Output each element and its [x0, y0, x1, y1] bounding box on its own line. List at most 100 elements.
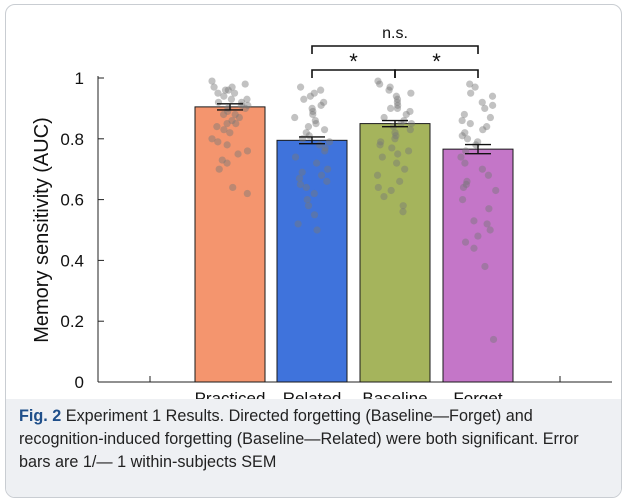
data-point: [393, 159, 401, 167]
caption-background: [6, 399, 621, 497]
data-point: [312, 120, 320, 128]
data-point: [380, 113, 388, 122]
data-point: [483, 220, 491, 228]
data-point: [303, 196, 311, 204]
data-point: [310, 211, 319, 219]
data-point: [244, 101, 252, 109]
data-point: [393, 98, 401, 106]
data-point: [481, 262, 489, 271]
data-point: [467, 89, 475, 97]
bar-related: [276, 139, 348, 383]
data-point: [298, 168, 306, 176]
data-point: [459, 183, 468, 192]
data-point: [470, 244, 478, 252]
data-point: [466, 120, 474, 128]
data-point: [407, 89, 415, 97]
data-point: [393, 95, 402, 103]
data-point: [304, 123, 313, 131]
data-point: [385, 86, 393, 94]
data-point: [310, 189, 318, 198]
data-point: [458, 116, 466, 125]
x-tick-label: Forget: [453, 389, 502, 400]
data-point: [458, 132, 466, 140]
data-point: [302, 129, 310, 137]
data-point: [492, 186, 500, 195]
data-point: [317, 171, 326, 179]
significance-label: *: [432, 49, 441, 74]
data-point: [309, 107, 317, 116]
data-point: [229, 183, 237, 192]
data-point: [291, 153, 300, 161]
data-point: [208, 135, 216, 143]
data-point: [374, 183, 382, 192]
data-point: [463, 135, 472, 143]
data-point: [481, 104, 489, 112]
data-point: [311, 116, 319, 125]
data-point: [394, 101, 402, 109]
data-point: [458, 196, 467, 204]
data-point: [478, 165, 486, 173]
data-point: [462, 147, 470, 155]
data-point: [310, 89, 318, 97]
data-point: [489, 335, 498, 344]
x-tick-label: Related: [283, 389, 342, 400]
data-point: [474, 138, 482, 146]
data-point: [294, 220, 302, 228]
data-point: [483, 123, 491, 131]
data-point: [223, 159, 231, 167]
y-tick-label: 1: [75, 69, 84, 88]
data-point: [320, 98, 328, 106]
data-point: [391, 129, 399, 137]
data-point: [313, 159, 321, 167]
bar-practiced: [194, 106, 266, 383]
data-point: [235, 113, 243, 122]
data-point: [241, 104, 249, 112]
data-point: [406, 126, 414, 134]
data-point: [220, 126, 228, 134]
figure-caption: Fig. 2 Experiment 1 Results. Directed fo…: [19, 405, 614, 474]
data-point: [221, 86, 230, 94]
y-tick-label: 0.6: [60, 191, 84, 210]
data-point: [321, 147, 329, 155]
data-point: [479, 126, 487, 134]
significance-bracket: [394, 69, 479, 78]
data-point: [461, 159, 469, 167]
data-point: [220, 110, 228, 119]
data-point: [232, 120, 240, 128]
data-point: [210, 83, 218, 91]
data-point: [243, 147, 252, 155]
data-point: [231, 110, 239, 119]
data-point: [486, 113, 495, 122]
data-point: [401, 165, 409, 173]
data-point: [215, 165, 223, 173]
data-point: [317, 101, 325, 109]
data-point: [214, 98, 223, 106]
data-point: [461, 129, 469, 137]
data-point: [320, 126, 329, 134]
data-point: [402, 110, 410, 119]
significance-label: *: [349, 49, 358, 74]
bar-chart: 0 0.2 0.4 0.6 0.8 1 Memory sensitivity (AUC) Pr…: [31, 25, 612, 400]
data-point: [478, 98, 486, 106]
data-point: [376, 80, 384, 88]
data-point: [296, 83, 305, 91]
data-point: [324, 165, 332, 173]
data-point: [399, 208, 407, 216]
data-point: [223, 141, 231, 149]
data-point: [394, 150, 402, 158]
data-point: [386, 104, 395, 112]
data-point: [407, 120, 416, 128]
data-point: [380, 192, 388, 201]
data-point: [484, 171, 493, 179]
data-point: [213, 123, 221, 131]
data-point: [462, 180, 470, 188]
significance-label: n.s.: [382, 25, 408, 42]
data-point: [388, 144, 396, 152]
data-point: [406, 107, 414, 116]
data-point: [302, 183, 310, 192]
caption-text: Experiment 1 Results. Directed forgettin…: [19, 407, 579, 471]
data-point: [223, 120, 231, 128]
data-point: [241, 80, 249, 88]
data-point: [300, 95, 308, 103]
data-point: [228, 83, 236, 91]
